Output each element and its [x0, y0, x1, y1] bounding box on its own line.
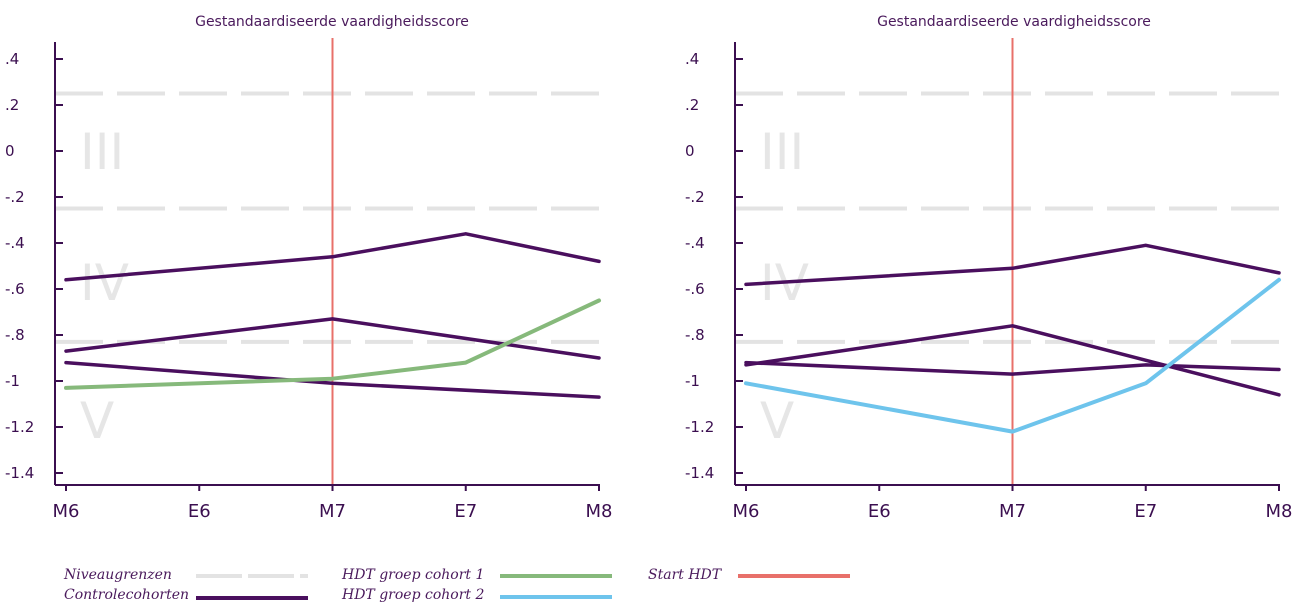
- y-tick-label: .4: [685, 50, 699, 68]
- chart-title: Gestandaardiseerde vaardigheidsscore: [195, 14, 469, 30]
- y-tick-label: -1: [685, 372, 700, 390]
- legend-label-niveaugrenzen: Niveaugrenzen: [64, 567, 172, 583]
- level-label: III: [760, 123, 804, 181]
- y-tick-label: -1.2: [5, 418, 34, 436]
- y-tick-label: -.4: [5, 234, 25, 252]
- legend-swatch-start-hdt: [738, 574, 850, 578]
- series-line-controlecohorten: [744, 324, 1281, 397]
- y-tick-label: -.8: [685, 326, 705, 344]
- y-tick-label: -1.4: [685, 464, 714, 482]
- y-tick-label: -1.4: [5, 464, 34, 482]
- x-tick-label: E7: [454, 501, 477, 522]
- legend-label-cohort1: HDT groep cohort 1: [342, 567, 485, 583]
- y-tick-label: -.2: [685, 188, 705, 206]
- y-tick-label: -1: [5, 372, 20, 390]
- y-tick-label: -.6: [5, 280, 25, 298]
- y-tick-label: 0: [685, 142, 695, 160]
- legend-swatch-cohort1: [500, 574, 612, 578]
- y-tick-label: .2: [5, 96, 19, 114]
- x-tick-label: E6: [188, 501, 211, 522]
- y-tick-label: -.2: [5, 188, 25, 206]
- series-line-controlecohorten: [744, 360, 1281, 376]
- chart-panel-2: Gestandaardiseerde vaardigheidsscoreIIII…: [685, 14, 1292, 522]
- x-tick-label: M6: [53, 501, 80, 522]
- legend-swatch-cohort2: [500, 595, 612, 599]
- y-tick-label: -1.2: [685, 418, 714, 436]
- y-tick-label: -.4: [685, 234, 705, 252]
- x-tick-label: E6: [868, 501, 891, 522]
- y-tick-label: -.8: [5, 326, 25, 344]
- x-tick-label: M6: [733, 501, 760, 522]
- x-tick-label: M8: [1266, 501, 1293, 522]
- level-label: V: [80, 392, 114, 450]
- y-tick-label: .4: [5, 50, 19, 68]
- y-tick-label: -.6: [685, 280, 705, 298]
- x-tick-label: M8: [586, 501, 613, 522]
- x-tick-label: E7: [1134, 501, 1157, 522]
- chart-panel-1: Gestandaardiseerde vaardigheidsscore III I…: [5, 14, 612, 522]
- y-tick-label: .2: [685, 96, 699, 114]
- series-line-controlecohorten: [64, 317, 601, 360]
- series-line-controlecohorten: [744, 243, 1281, 287]
- x-tick-label: M7: [319, 501, 346, 522]
- legend-swatch-controlecohorten: [196, 596, 308, 600]
- series-line-hdt-groep-cohort-2: [744, 277, 1281, 434]
- legend-label-start-hdt: Start HDT: [648, 567, 722, 583]
- y-tick-label: 0: [5, 142, 15, 160]
- series-line-controlecohorten: [64, 360, 601, 399]
- x-tick-label: M7: [999, 501, 1026, 522]
- chart-title: Gestandaardiseerde vaardigheidsscore: [877, 14, 1151, 30]
- series-line-controlecohorten: [64, 232, 601, 282]
- legend-swatch-niveaugrenzen: [196, 574, 308, 578]
- level-label: III: [80, 123, 124, 181]
- level-label: V: [760, 392, 794, 450]
- level-label: IV: [80, 254, 129, 312]
- legend-label-controlecohorten: Controlecohorten: [64, 587, 190, 603]
- series-line-hdt-groep-cohort-1: [64, 298, 601, 390]
- legend-label-cohort2: HDT groep cohort 2: [342, 587, 485, 603]
